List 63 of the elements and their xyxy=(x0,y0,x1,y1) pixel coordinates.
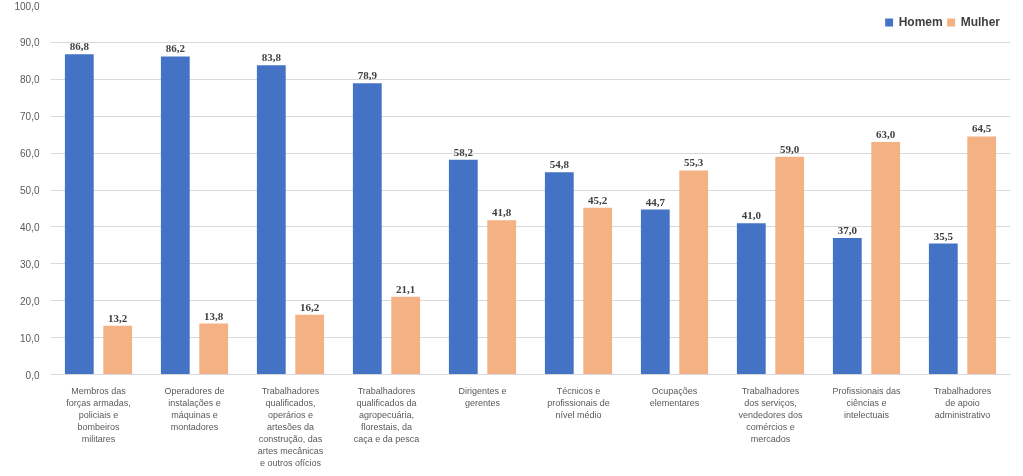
x-tick-label: Trabalhadores de apoio administrativo xyxy=(933,385,992,420)
bar xyxy=(967,136,997,375)
bar xyxy=(487,220,517,375)
bar xyxy=(295,314,325,375)
legend-label: Homem xyxy=(898,15,943,29)
y-tick-label: 70,0 xyxy=(20,111,40,123)
bar xyxy=(640,209,670,375)
y-tick-label: 0,0 xyxy=(25,369,40,381)
bar xyxy=(256,65,286,375)
y-tick-label: 30,0 xyxy=(20,258,40,270)
x-tick-label: Profissionais das ciências e intelectuais xyxy=(832,385,902,420)
data-label: 54,8 xyxy=(549,158,570,171)
data-label: 63,0 xyxy=(876,128,896,141)
data-label: 13,2 xyxy=(108,311,128,324)
y-tick-label: 90,0 xyxy=(20,37,40,49)
data-label: 45,2 xyxy=(588,193,608,206)
data-label: 86,8 xyxy=(69,40,90,53)
bar xyxy=(160,56,190,375)
y-tick-label: 40,0 xyxy=(20,221,40,233)
data-label: 21,1 xyxy=(396,282,416,295)
data-label: 64,5 xyxy=(972,122,992,135)
data-label: 55,3 xyxy=(684,156,704,169)
bar xyxy=(64,54,94,375)
bar xyxy=(583,207,613,375)
data-label: 86,2 xyxy=(165,42,186,55)
x-tick-label: Trabalhadores dos serviços, vendedores dos comércios e mercados xyxy=(738,385,804,444)
x-tick-label: Trabalhadores qualificados, operários e artesões da construção, das artes mecânicas e outros ofícios xyxy=(257,385,324,468)
bar xyxy=(736,223,766,375)
data-label: 37,0 xyxy=(837,223,858,236)
bar xyxy=(391,296,421,375)
data-label: 58,2 xyxy=(453,145,474,158)
bar xyxy=(448,159,478,375)
x-tick-label: Membros das forças armadas, policiais e bombeiros militares xyxy=(66,385,131,444)
y-tick-label: 50,0 xyxy=(20,185,40,196)
x-tick-label: Técnicos e profissionais de nível médio xyxy=(547,385,610,420)
data-label: 41,0 xyxy=(741,209,762,222)
y-tick-label: 100,0 xyxy=(14,0,40,12)
bar xyxy=(928,243,958,375)
y-tick-label: 10,0 xyxy=(20,332,40,344)
data-label: 78,9 xyxy=(357,69,378,82)
x-tick-label: Dirigentes e gerentes xyxy=(458,385,507,408)
bar xyxy=(544,172,574,375)
data-label: 13,8 xyxy=(204,309,224,322)
data-label: 59,0 xyxy=(780,142,800,155)
bar xyxy=(775,156,805,375)
x-tick-label: Operadores de instalações e máquinas e montadores xyxy=(164,385,225,432)
y-tick-label: 60,0 xyxy=(20,148,40,160)
bar xyxy=(103,325,133,375)
bar xyxy=(199,323,229,375)
bar xyxy=(352,83,382,375)
data-label: 44,7 xyxy=(645,195,666,208)
data-label: 83,8 xyxy=(261,51,282,64)
x-tick-label: Trabalhadores qualificados da agropecuária, florestais, da caça e da pesca xyxy=(353,385,420,444)
y-tick-label: 80,0 xyxy=(20,74,40,86)
legend-label: Mulher xyxy=(960,15,1000,29)
y-tick-label: 20,0 xyxy=(20,295,40,307)
bar xyxy=(679,170,709,375)
x-tick-label: Ocupações elementares xyxy=(649,385,700,408)
bar xyxy=(871,142,901,375)
data-label: 35,5 xyxy=(933,229,954,242)
bar xyxy=(832,237,862,375)
data-label: 16,2 xyxy=(300,300,320,313)
data-label: 41,8 xyxy=(492,206,512,219)
